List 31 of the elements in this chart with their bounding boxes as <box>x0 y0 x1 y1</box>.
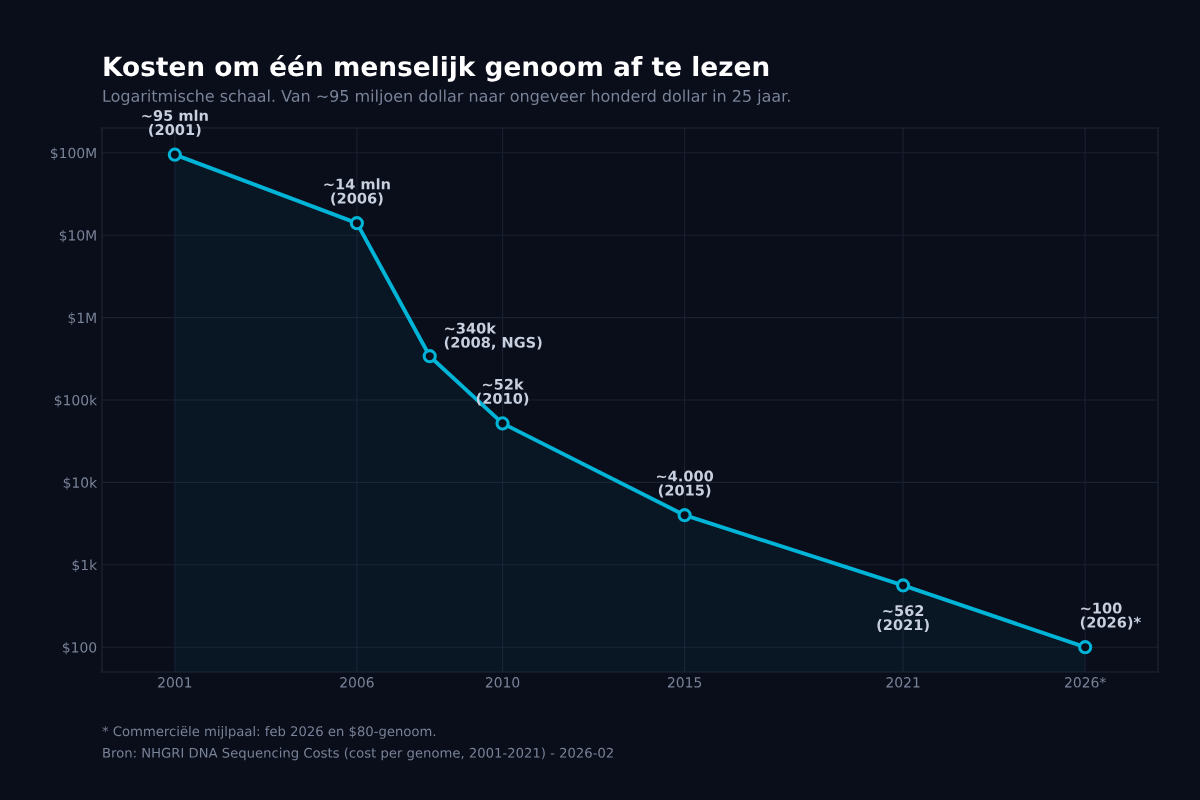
point <box>1078 640 1093 655</box>
chart-title: Kosten om één menselijk genoom af te lezen <box>104 54 769 82</box>
annotation: ~340k (2008, NGS) <box>444 322 542 350</box>
text: * Commerciële mijlpaal: feb 2026 en $80-genoom. <box>102 725 436 739</box>
annotation: ~4.000 (2015) <box>656 470 714 498</box>
point <box>422 349 437 364</box>
annotation: ~100 (2026)* <box>1080 602 1141 630</box>
y-tick-label: $10k <box>63 477 98 490</box>
point <box>167 147 182 162</box>
annotation: ~95 mln (2001) <box>142 109 208 137</box>
annotation: ~52k (2010) <box>476 378 529 406</box>
x-tick-label: 2026* <box>1065 677 1106 688</box>
annotation: ~562 (2021) <box>877 605 929 632</box>
x-tick-label: 2010 <box>485 677 520 688</box>
point <box>677 508 692 523</box>
y-tick-label: $100k <box>54 394 98 408</box>
point <box>896 578 911 593</box>
x-tick-label: 2001 <box>158 677 192 688</box>
y-tick-label: $1k <box>72 559 98 573</box>
x-tick-label: 2006 <box>340 677 374 688</box>
y-tick-label: $100 <box>62 641 97 655</box>
y-tick-label: $1M <box>68 312 96 325</box>
chart-subtitle: Logaritmische schaal. Van ~95 miljoen dollar naar ongeveer honderd dollar in 25 jaar. <box>103 89 790 106</box>
y-tick-label: $100M <box>50 147 96 161</box>
point <box>349 216 364 231</box>
y-tick-label: $10M <box>59 229 96 243</box>
x-tick-label: 2015 <box>667 677 702 688</box>
point <box>495 416 510 431</box>
x-tick-label: 2021 <box>886 677 920 688</box>
text: Bron: NHGRI DNA Sequencing Costs (cost per genome, 2001-2021) - 2026-02 <box>103 747 613 761</box>
annotation: ~14 mln (2006) <box>324 178 390 206</box>
